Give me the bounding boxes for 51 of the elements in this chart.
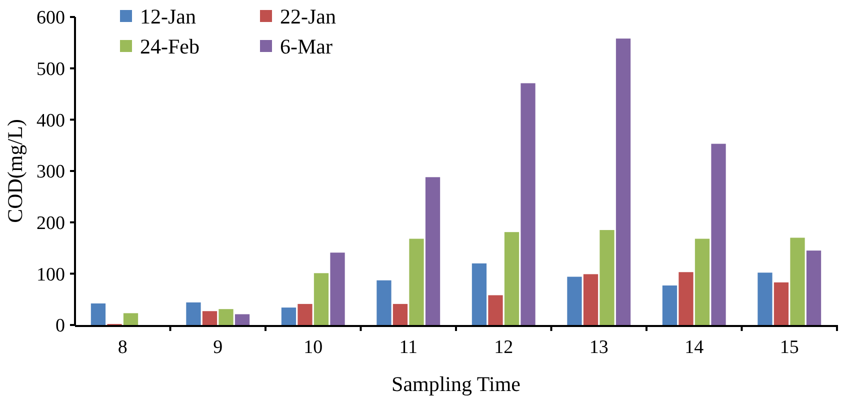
legend-label: 12-Jan [140, 4, 196, 28]
y-tick-label: 600 [36, 8, 65, 29]
bar [472, 263, 487, 325]
x-tick-label: 8 [118, 337, 128, 358]
bar [186, 302, 201, 325]
bar [202, 311, 218, 325]
bar [774, 282, 789, 325]
legend-label: 24-Feb [140, 34, 200, 58]
bar [567, 276, 582, 325]
bar [694, 238, 710, 325]
y-tick-label: 400 [36, 110, 65, 132]
bar [376, 280, 392, 325]
bar [425, 177, 440, 325]
bar [806, 250, 822, 325]
x-tick-label: 15 [780, 337, 799, 358]
bar [790, 238, 805, 325]
x-tick-label: 11 [399, 337, 418, 358]
bar [600, 230, 614, 325]
bar [616, 38, 631, 325]
y-tick-label: 200 [36, 212, 65, 234]
legend-label: 22-Jan [280, 4, 336, 28]
bar [123, 313, 138, 325]
bar [314, 273, 329, 325]
bar [218, 309, 234, 325]
bar [520, 83, 536, 325]
bar [234, 314, 250, 325]
bar [678, 272, 694, 325]
bar [298, 304, 312, 325]
y-tick-label: 0 [56, 316, 65, 337]
bar [281, 308, 296, 325]
bar [392, 304, 408, 325]
x-tick-label: 9 [213, 337, 223, 358]
bar [488, 295, 503, 325]
bar [583, 274, 598, 325]
bar [758, 272, 772, 325]
y-axis-title: COD(mg/L) [3, 119, 27, 223]
legend-label: 6-Mar [280, 34, 332, 58]
bar [662, 285, 678, 325]
x-axis-title: Sampling Time [392, 372, 520, 396]
x-tick-label: 10 [304, 337, 323, 358]
y-tick-label: 500 [36, 58, 65, 80]
bar [330, 252, 345, 325]
bar [711, 144, 726, 325]
x-tick-label: 12 [494, 337, 514, 358]
bar [504, 232, 520, 325]
x-tick-label: 14 [684, 337, 704, 358]
bar [90, 303, 106, 325]
y-tick-label: 300 [36, 162, 65, 183]
x-tick-label: 13 [589, 337, 608, 358]
y-tick-label: 100 [36, 264, 65, 286]
bar [409, 238, 424, 325]
